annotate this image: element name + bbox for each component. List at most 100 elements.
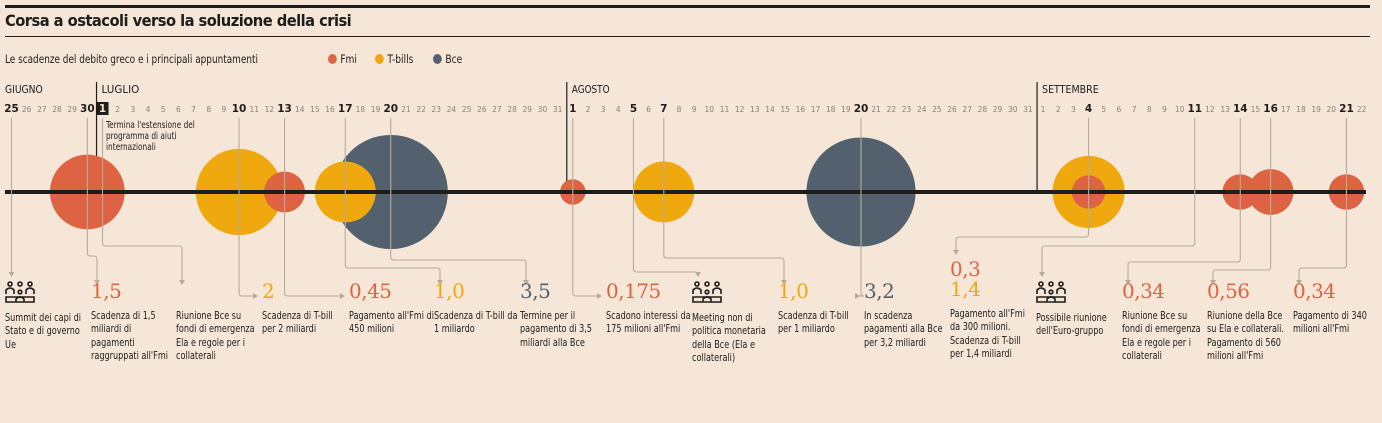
day-tick-label: 9 <box>692 105 697 114</box>
day-tick-label: 18 <box>826 105 836 114</box>
event-label: 1,0 Scadenza di T-bill per 1 miliardo <box>778 280 864 337</box>
arrow-head <box>953 250 959 255</box>
month-label: GIUGNO <box>5 84 43 96</box>
day-tick-label: 4 <box>146 105 151 114</box>
day-tick-label: 11 <box>249 105 259 114</box>
connector-line <box>1127 118 1241 282</box>
day-tick-label: 17 <box>1281 105 1291 114</box>
event-label: 2 Scadenza di T-bill per 2 miliardi <box>262 280 348 337</box>
connector-line <box>955 118 1090 252</box>
event-description: Scadono interessi da 175 milioni all'Fmi <box>606 310 691 336</box>
event-label: 0,34 Riunione Bce su fondi di emergenza E… <box>1122 280 1208 363</box>
event-description: Pagamento di 340 milioni all'Fmi <box>1293 310 1367 336</box>
connector-line <box>344 118 441 282</box>
day-tick-label: 27 <box>37 105 47 114</box>
legend-item-bce: Bce <box>432 52 462 66</box>
event-value: 3,2 <box>864 279 895 303</box>
day-tick-label: 26 <box>477 105 487 114</box>
connector-line <box>1212 118 1272 282</box>
event-description: Summit dei capi di Stato e di governo Ue <box>5 312 82 351</box>
day-tick-label: 22 <box>416 105 426 114</box>
arrow-head <box>8 272 15 277</box>
day-tick-label: 20 <box>1327 105 1337 114</box>
day-tick-label: 14 <box>765 105 775 114</box>
day-tick-label: 13 <box>1220 105 1230 114</box>
day-tick-label: 1 <box>99 103 106 115</box>
day-tick-label: 7 <box>1132 105 1137 114</box>
event-label: Riunione Bce su fondi di emergenza Ela e… <box>176 280 262 363</box>
day-highlight-box <box>96 102 109 115</box>
arrow-head <box>1210 280 1216 285</box>
event-description: Pagamento all'Fmi da 300 milioni. Scaden… <box>950 308 1025 360</box>
event-description: Scadenza di 1,5 miliardi di pagamenti ra… <box>91 310 169 362</box>
connector-line <box>101 118 183 282</box>
day-tick-label: 21 <box>871 105 881 114</box>
day-tick-label: 5 <box>1101 105 1106 114</box>
legend-label: T-bills <box>387 52 414 66</box>
day-tick-label: 18 <box>356 105 366 114</box>
event-description: Termine per il pagamento di 3,5 miliardi… <box>520 310 592 349</box>
month-label: AGOSTO <box>572 84 610 96</box>
arrow-head <box>1296 280 1302 285</box>
day-tick-label: 8 <box>1147 105 1152 114</box>
day-tick-label: 17 <box>338 103 353 115</box>
day-tick-label: 3 <box>130 105 135 114</box>
day-tick-label: 19 <box>841 105 851 114</box>
event-value: 1,5 <box>91 279 122 303</box>
arrow-head <box>1039 272 1045 277</box>
day-tick-label: 30 <box>80 103 95 115</box>
event-value: 0,45 <box>349 279 392 303</box>
event-label: 0,3 1,4 Pagamento all'Fmi da 300 milioni. … <box>950 258 1036 361</box>
day-tick-label: 12 <box>1205 105 1215 114</box>
day-tick-label: 3 <box>1071 105 1076 114</box>
arrow-head <box>781 280 787 285</box>
event-value: 1,0 <box>778 279 809 303</box>
arrow-head <box>1125 280 1131 285</box>
event-value: 0,34 <box>1122 279 1165 303</box>
event-description: In scadenza pagamenti alla Bce per 3,2 m… <box>864 310 943 349</box>
day-tick-label: 16 <box>1263 103 1278 115</box>
connector-line <box>1041 118 1196 274</box>
day-tick-label: 27 <box>962 105 972 114</box>
event-value: 1,0 <box>434 279 465 303</box>
day-tick-label: 31 <box>553 105 563 114</box>
event-value: 0,3 <box>950 257 981 281</box>
event-description: Scadenza di T-bill da 1 miliardo <box>434 310 518 336</box>
day-tick-label: 28 <box>52 105 62 114</box>
event-description: Scadenza di T-bill per 1 miliardo <box>778 310 849 336</box>
day-tick-label: 17 <box>811 105 821 114</box>
top-rule <box>5 5 1370 8</box>
day-tick-label: 2 <box>586 105 591 114</box>
day-tick-label: 6 <box>176 105 181 114</box>
day-tick-label: 24 <box>917 105 927 114</box>
arrow-head <box>253 293 258 299</box>
chart-subtitle: Le scadenze del debito greco e i princip… <box>5 52 258 66</box>
arrow-head <box>695 272 701 277</box>
day-tick-label: 21 <box>401 105 411 114</box>
day-tick-label: 10 <box>1175 105 1185 114</box>
legend-swatch <box>374 54 384 64</box>
legend: Fmi T-bills Bce <box>328 52 466 66</box>
day-tick-label: 14 <box>295 105 305 114</box>
event-label: 0,34 Pagamento di 340 milioni all'Fmi <box>1293 280 1379 337</box>
day-tick-label: 5 <box>161 105 166 114</box>
legend-item-fmi: Fmi <box>328 52 357 66</box>
day-tick-label: 22 <box>887 105 897 114</box>
event-description: Possibile riunione dell'Euro-gruppo <box>1036 312 1107 338</box>
arrow-head <box>340 293 345 299</box>
event-description: Riunione Bce su fondi di emergenza Ela e… <box>176 310 255 362</box>
connector-line <box>858 118 865 297</box>
day-tick-label: 4 <box>616 105 621 114</box>
day-tick-label: 10 <box>232 103 247 115</box>
event-label: 3,2 In scadenza pagamenti alla Bce per 3,… <box>864 280 950 350</box>
legend-item-t-bills: T-bills <box>374 52 414 66</box>
day-tick-label: 8 <box>677 105 682 114</box>
arrow-head <box>597 293 602 299</box>
day-tick-label: 13 <box>750 105 760 114</box>
day-tick-label: 9 <box>221 105 226 114</box>
connector-line <box>238 118 256 297</box>
event-label: 0,56 Riunione della Bce su Ela e collater… <box>1207 280 1293 363</box>
day-tick-label: 27 <box>492 105 502 114</box>
event-value: 3,5 <box>520 279 551 303</box>
legend-swatch <box>432 54 442 64</box>
